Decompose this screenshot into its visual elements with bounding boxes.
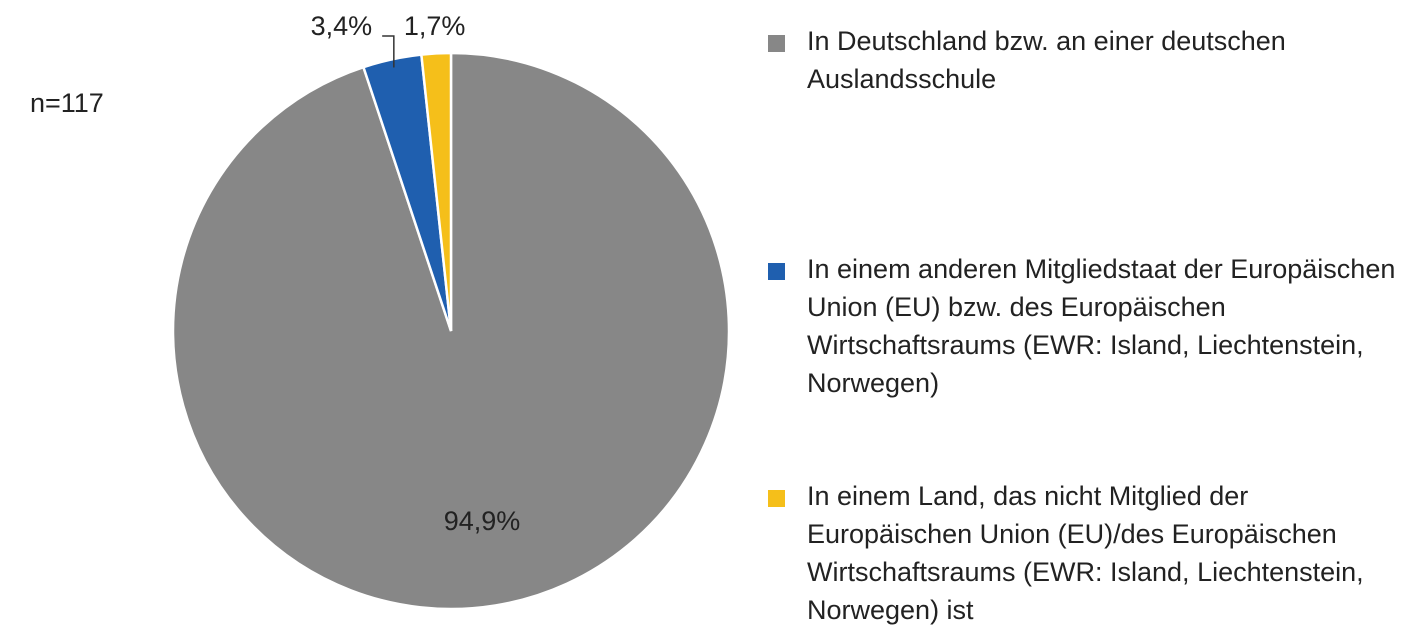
annotation: n=117	[30, 88, 104, 118]
pie-slice	[419, 51, 453, 332]
legend-label: In einem Land, das nicht Mitglied der Eu…	[807, 481, 1364, 625]
legend-label: In einem anderen Mitgliedstaat der Europ…	[807, 254, 1396, 398]
data-label: 3,4%	[311, 11, 373, 41]
legend-item: In einem Land, das nicht Mitglied der Eu…	[768, 477, 1407, 629]
data-label: 94,9%	[444, 506, 521, 536]
legend-label: In Deutschland bzw. an einer deutschen A…	[807, 26, 1286, 94]
pie-area: n=117 94,9% 3,4% 1,7%	[30, 11, 731, 611]
legend-item: In einem anderen Mitgliedstaat der Europ…	[768, 250, 1407, 402]
legend-swatch	[768, 263, 785, 280]
data-label: 1,7%	[404, 11, 466, 41]
legend-swatch	[768, 35, 785, 52]
legend-item: In Deutschland bzw. an einer deutschen A…	[768, 22, 1407, 98]
legend-swatch	[768, 490, 785, 507]
leader-line	[382, 35, 395, 68]
